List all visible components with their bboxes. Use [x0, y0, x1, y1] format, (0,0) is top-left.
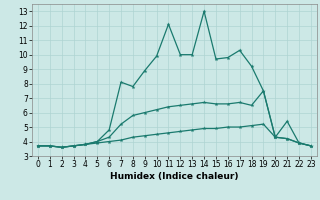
X-axis label: Humidex (Indice chaleur): Humidex (Indice chaleur) [110, 172, 239, 181]
